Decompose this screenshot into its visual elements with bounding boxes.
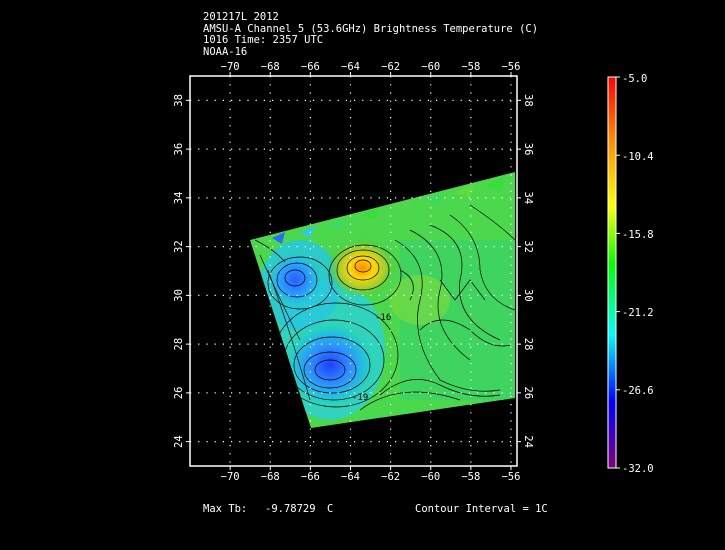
latitude-tick-label: 36 xyxy=(522,143,534,156)
product-title: AMSU-A Channel 5 (53.6GHz) Brightness Te… xyxy=(203,22,539,35)
colorbar-label: -5.0 xyxy=(622,73,648,85)
satellite-swath xyxy=(250,172,515,428)
latitude-tick-label: 32 xyxy=(173,240,185,253)
longitude-tick-label: −60 xyxy=(421,61,440,73)
latitude-tick-label: 34 xyxy=(173,192,185,205)
time-line: 1016 Time: 2357 UTC xyxy=(203,34,324,46)
latitude-tick-label: 38 xyxy=(522,94,534,107)
colorbar-label: -32.0 xyxy=(622,463,654,475)
longitude-tick-label: −58 xyxy=(461,471,480,483)
longitude-tick-label: −70 xyxy=(221,61,240,73)
contour-label: -16 xyxy=(375,313,391,323)
latitude-tick-label: 30 xyxy=(173,289,185,302)
longitude-tick-label: −66 xyxy=(301,471,320,483)
colorbar xyxy=(607,76,617,469)
colorbar-label: -26.6 xyxy=(622,385,654,397)
latitude-tick-label: 26 xyxy=(173,387,185,400)
longitude-tick-label: −64 xyxy=(341,471,360,483)
contour-label: -19 xyxy=(352,393,368,403)
map-frame xyxy=(189,75,518,467)
latitude-tick-label: 28 xyxy=(522,338,534,351)
latitude-tick-label: 28 xyxy=(173,338,185,351)
latitude-tick-label: 24 xyxy=(522,435,534,448)
longitude-tick-label: −66 xyxy=(301,61,320,73)
longitude-tick-label: −70 xyxy=(221,471,240,483)
max-tb-label: Max Tb: xyxy=(203,503,248,515)
latitude-tick-label: 26 xyxy=(522,387,534,400)
max-tb-value: -9.78729 xyxy=(265,503,316,515)
latitude-tick-label: 36 xyxy=(173,143,185,156)
axis-ticks: −70 −70 −68 −68 −66 −66 −64 −64 −62 −62 −60 −60 −58 −… xyxy=(173,61,534,483)
latitude-tick-label: 38 xyxy=(173,94,185,107)
longitude-tick-label: −68 xyxy=(261,61,280,73)
latitude-tick-label: 32 xyxy=(522,240,534,253)
longitude-tick-label: −62 xyxy=(381,61,400,73)
colorbar-label: -10.4 xyxy=(622,151,654,163)
longitude-tick-label: −64 xyxy=(341,61,360,73)
latitude-tick-label: 30 xyxy=(522,289,534,302)
longitude-tick-label: −62 xyxy=(381,471,400,483)
longitude-tick-label: −60 xyxy=(421,471,440,483)
colorbar-ticks xyxy=(616,76,620,469)
longitude-tick-label: −56 xyxy=(501,471,520,483)
longitude-tick-label: −68 xyxy=(261,471,280,483)
latitude-tick-label: 24 xyxy=(173,435,185,448)
longitude-tick-label: −58 xyxy=(461,61,480,73)
storm-id: 201217L 2012 xyxy=(203,11,279,23)
contour-interval: Contour Interval = 1C xyxy=(415,503,548,515)
colorbar-label: -21.2 xyxy=(622,307,654,319)
swath-edge-fragments xyxy=(272,177,505,244)
map-header: 201217L 2012 AMSU-A Channel 5 (53.6GHz) B… xyxy=(203,11,539,58)
satellite-name: NOAA-16 xyxy=(203,45,248,58)
max-tb-unit: C xyxy=(327,503,334,515)
latitude-tick-label: 34 xyxy=(522,192,534,205)
longitude-tick-label: −56 xyxy=(501,61,520,73)
colorbar-label: -15.8 xyxy=(622,229,654,241)
